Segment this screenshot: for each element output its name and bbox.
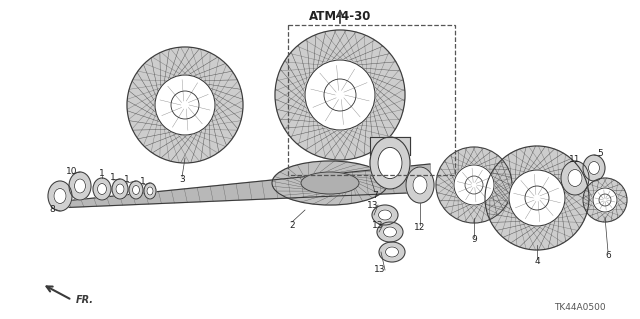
Ellipse shape xyxy=(97,183,106,195)
Text: 1: 1 xyxy=(140,177,146,187)
Ellipse shape xyxy=(372,205,398,225)
Ellipse shape xyxy=(171,91,199,119)
Text: 11: 11 xyxy=(569,155,580,165)
Ellipse shape xyxy=(74,179,86,193)
Text: 5: 5 xyxy=(597,149,603,158)
Text: 13: 13 xyxy=(372,220,384,229)
Polygon shape xyxy=(593,188,617,212)
Ellipse shape xyxy=(525,186,549,210)
Text: 9: 9 xyxy=(471,235,477,244)
Ellipse shape xyxy=(454,165,494,205)
Text: 6: 6 xyxy=(605,250,611,259)
Text: 1: 1 xyxy=(124,175,130,184)
Ellipse shape xyxy=(589,161,600,174)
Ellipse shape xyxy=(561,161,589,195)
Ellipse shape xyxy=(509,170,565,226)
Text: 7: 7 xyxy=(372,190,378,199)
Text: FR.: FR. xyxy=(76,295,94,305)
Ellipse shape xyxy=(379,242,405,262)
Ellipse shape xyxy=(378,147,402,179)
Ellipse shape xyxy=(69,172,91,200)
Text: TK44A0500: TK44A0500 xyxy=(554,303,606,313)
Ellipse shape xyxy=(406,167,434,203)
Text: 1: 1 xyxy=(110,173,116,182)
Ellipse shape xyxy=(54,189,66,204)
Ellipse shape xyxy=(301,172,359,194)
Text: ATM-4-30: ATM-4-30 xyxy=(309,10,371,23)
Text: 13: 13 xyxy=(367,201,379,210)
Ellipse shape xyxy=(370,137,410,189)
Ellipse shape xyxy=(48,181,72,211)
Ellipse shape xyxy=(413,176,427,194)
Ellipse shape xyxy=(144,183,156,199)
Ellipse shape xyxy=(385,247,399,257)
Ellipse shape xyxy=(132,186,140,195)
Polygon shape xyxy=(275,30,405,160)
Polygon shape xyxy=(583,178,627,222)
Polygon shape xyxy=(127,47,243,163)
Ellipse shape xyxy=(377,222,403,242)
Ellipse shape xyxy=(305,60,375,130)
Ellipse shape xyxy=(383,227,397,237)
Text: 12: 12 xyxy=(414,224,426,233)
Text: 10: 10 xyxy=(67,167,77,176)
Ellipse shape xyxy=(568,169,582,187)
Ellipse shape xyxy=(593,188,617,212)
Ellipse shape xyxy=(378,210,392,220)
Ellipse shape xyxy=(324,79,356,111)
Ellipse shape xyxy=(583,155,605,181)
Ellipse shape xyxy=(465,176,483,194)
Ellipse shape xyxy=(147,187,153,195)
Text: 13: 13 xyxy=(374,265,386,275)
Polygon shape xyxy=(454,165,494,205)
Polygon shape xyxy=(485,146,589,250)
Polygon shape xyxy=(55,164,430,208)
Ellipse shape xyxy=(116,184,124,194)
Polygon shape xyxy=(370,137,410,155)
Text: 8: 8 xyxy=(49,205,55,214)
Ellipse shape xyxy=(129,181,143,199)
Ellipse shape xyxy=(155,75,215,135)
Ellipse shape xyxy=(599,194,611,206)
Polygon shape xyxy=(509,170,565,226)
Text: 2: 2 xyxy=(289,220,295,229)
Text: 4: 4 xyxy=(534,257,540,266)
Ellipse shape xyxy=(112,179,128,199)
Polygon shape xyxy=(436,147,512,223)
Polygon shape xyxy=(272,161,388,205)
Polygon shape xyxy=(155,75,215,135)
Text: 3: 3 xyxy=(179,175,185,184)
Bar xyxy=(288,25,455,175)
Polygon shape xyxy=(305,60,375,130)
Text: 1: 1 xyxy=(99,168,105,177)
Ellipse shape xyxy=(93,178,111,200)
